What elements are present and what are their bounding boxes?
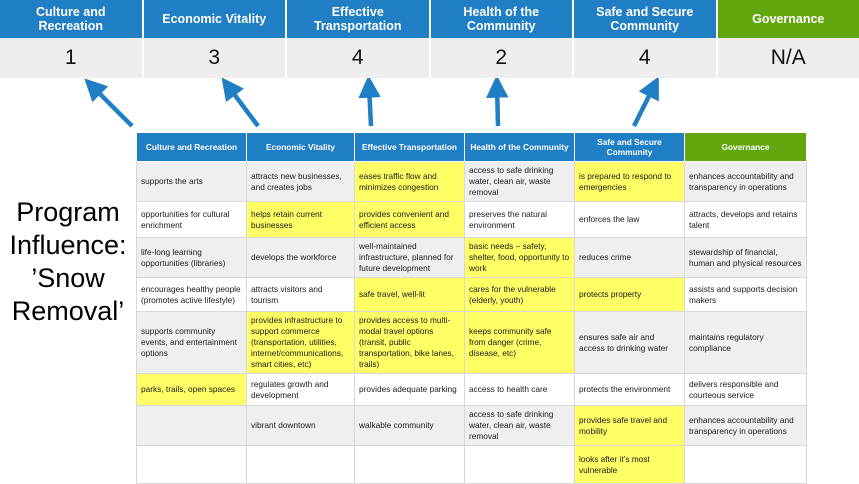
matrix-cell: enhances accountability and transparency… xyxy=(685,162,807,202)
matrix-cell: supports community events, and entertain… xyxy=(137,312,247,374)
matrix-cell: attracts new businesses, and creates job… xyxy=(247,162,355,202)
table-row: life-long learning opportunities (librar… xyxy=(137,238,807,278)
matrix-cell: basic needs – safety, shelter, food, opp… xyxy=(465,238,575,278)
matrix-cell: is prepared to respond to emergencies xyxy=(575,162,685,202)
banner-header-governance[interactable]: Governance xyxy=(718,0,859,38)
caption-line-4: Removal’ xyxy=(2,295,134,328)
arrow-icon-4 xyxy=(497,86,498,126)
caption-line-1: Program xyxy=(2,196,134,229)
matrix-header-safe-and-secure-community[interactable]: Safe and Secure Community xyxy=(575,133,685,162)
matrix-cell: opportunities for cultural enrichment xyxy=(137,202,247,238)
matrix-cell: delivers responsible and courteous servi… xyxy=(685,374,807,406)
banner-header-economic-vitality[interactable]: Economic Vitality xyxy=(144,0,288,38)
table-row: encourages healthy people (promotes acti… xyxy=(137,278,807,312)
program-influence-matrix: Culture and Recreation Economic Vitality… xyxy=(136,132,807,484)
matrix-cell: attracts, develops and retains talent xyxy=(685,202,807,238)
matrix-cell: access to safe drinking water, clean air… xyxy=(465,162,575,202)
matrix-cell: ensures safe air and access to drinking … xyxy=(575,312,685,374)
matrix-cell: provides safe travel and mobility xyxy=(575,406,685,446)
matrix-cell: vibrant downtown xyxy=(247,406,355,446)
arrow-icon-2 xyxy=(228,86,258,126)
table-row: vibrant downtown walkable community acce… xyxy=(137,406,807,446)
table-row: parks, trails, open spaces regulates gro… xyxy=(137,374,807,406)
matrix-cell: parks, trails, open spaces xyxy=(137,374,247,406)
matrix-cell: life-long learning opportunities (librar… xyxy=(137,238,247,278)
table-row: supports the arts attracts new businesse… xyxy=(137,162,807,202)
caption-line-2: Influence: xyxy=(2,229,134,262)
banner-value-economic-vitality: 3 xyxy=(144,38,288,78)
matrix-cell: safe travel, well-lit xyxy=(355,278,465,312)
table-row: opportunities for cultural enrichment he… xyxy=(137,202,807,238)
caption-line-3: ’Snow xyxy=(2,262,134,295)
arrow-icon-1 xyxy=(92,86,132,126)
matrix-cell: develops the workforce xyxy=(247,238,355,278)
matrix-header-governance[interactable]: Governance xyxy=(685,133,807,162)
matrix-cell: helps retain current businesses xyxy=(247,202,355,238)
matrix-cell: eases traffic flow and minimizes congest… xyxy=(355,162,465,202)
banner-header-row: Culture and Recreation Economic Vitality… xyxy=(0,0,859,38)
banner-value-health-of-the-community: 2 xyxy=(431,38,575,78)
matrix-header-row: Culture and Recreation Economic Vitality… xyxy=(137,133,807,162)
strategic-priority-banner: Culture and Recreation Economic Vitality… xyxy=(0,0,859,78)
arrow-icon-3 xyxy=(369,86,371,126)
matrix-cell: preserves the natural environment xyxy=(465,202,575,238)
banner-value-effective-transportation: 4 xyxy=(287,38,431,78)
matrix-cell: protects the environment xyxy=(575,374,685,406)
matrix-cell: encourages healthy people (promotes acti… xyxy=(137,278,247,312)
matrix-header-culture-and-recreation[interactable]: Culture and Recreation xyxy=(137,133,247,162)
banner-header-safe-and-secure-community[interactable]: Safe and Secure Community xyxy=(574,0,718,38)
matrix-cell: access to health care xyxy=(465,374,575,406)
matrix-cell: access to safe drinking water, clean air… xyxy=(465,406,575,446)
matrix-cell: assists and supports decision makers xyxy=(685,278,807,312)
matrix-cell: provides convenient and efficient access xyxy=(355,202,465,238)
arrow-connectors xyxy=(0,78,859,136)
matrix-cell: provides access to multi-modal travel op… xyxy=(355,312,465,374)
matrix-cell: well-maintained infrastructure, planned … xyxy=(355,238,465,278)
banner-header-effective-transportation[interactable]: Effective Transportation xyxy=(287,0,431,38)
program-influence-caption: Program Influence: ’Snow Removal’ xyxy=(2,196,134,328)
table-row: supports community events, and entertain… xyxy=(137,312,807,374)
matrix-cell: regulates growth and development xyxy=(247,374,355,406)
banner-value-culture-and-recreation: 1 xyxy=(0,38,144,78)
banner-value-row: 1 3 4 2 4 N/A xyxy=(0,38,859,78)
matrix-cell: keeps community safe from danger (crime,… xyxy=(465,312,575,374)
banner-value-governance: N/A xyxy=(718,38,859,78)
banner-value-safe-and-secure-community: 4 xyxy=(574,38,718,78)
matrix-cell: maintains regulatory compliance xyxy=(685,312,807,374)
matrix-cell: provides adequate parking xyxy=(355,374,465,406)
matrix-header-effective-transportation[interactable]: Effective Transportation xyxy=(355,133,465,162)
matrix-header-economic-vitality[interactable]: Economic Vitality xyxy=(247,133,355,162)
matrix-cell: attracts visitors and tourism xyxy=(247,278,355,312)
matrix-cell: provides infrastructure to support comme… xyxy=(247,312,355,374)
matrix-header-health-of-the-community[interactable]: Health of the Community xyxy=(465,133,575,162)
matrix-cell: supports the arts xyxy=(137,162,247,202)
matrix-cell: enforces the law xyxy=(575,202,685,238)
matrix-cell xyxy=(137,406,247,446)
matrix-cell: protects property xyxy=(575,278,685,312)
arrow-icon-5 xyxy=(634,86,654,126)
matrix-cell: enhances accountability and transparency… xyxy=(685,406,807,446)
matrix-cell: cares for the vulnerable (elderly, youth… xyxy=(465,278,575,312)
banner-header-culture-and-recreation[interactable]: Culture and Recreation xyxy=(0,0,144,38)
matrix-body: supports the arts attracts new businesse… xyxy=(137,162,807,484)
matrix-cell: walkable community xyxy=(355,406,465,446)
matrix-cell: reduces crime xyxy=(575,238,685,278)
matrix-cell: stewardship of financial, human and phys… xyxy=(685,238,807,278)
banner-header-health-of-the-community[interactable]: Health of the Community xyxy=(431,0,575,38)
